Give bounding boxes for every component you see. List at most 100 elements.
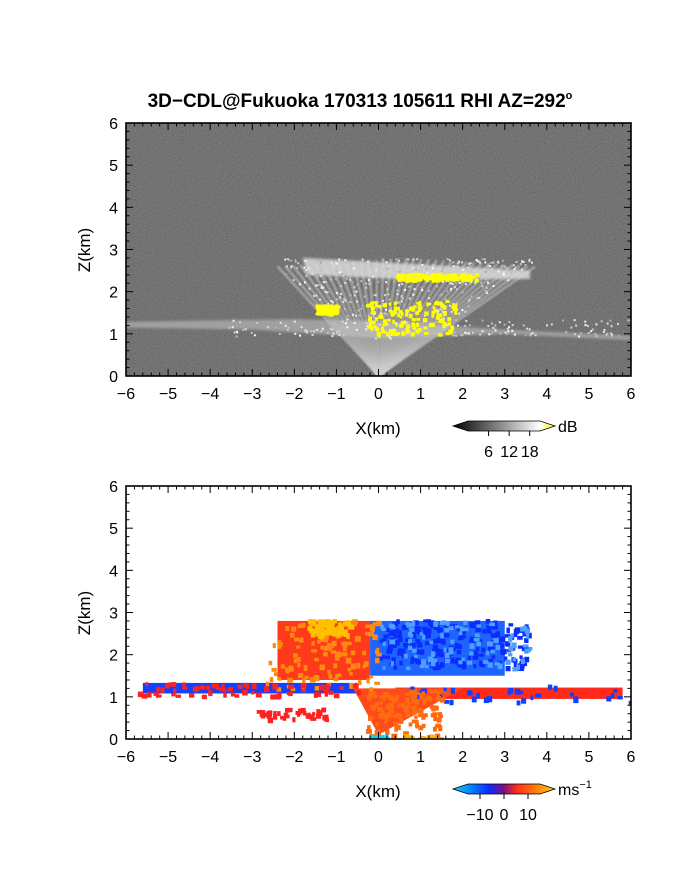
strong-echo-core: [323, 309, 326, 314]
velocity-colorbar-tick-label: 10: [519, 807, 537, 824]
velocity-pixel-weak-negative: [444, 658, 451, 664]
velocity-pixel-positive: [168, 682, 173, 687]
echo-speckle: [530, 261, 533, 264]
velocity-pixel-positive: [277, 711, 281, 716]
echo-speckle: [531, 331, 534, 334]
strong-echo-core: [415, 329, 420, 334]
echo-speckle: [385, 308, 388, 311]
echo-speckle: [609, 332, 612, 335]
reflectivity-y-tick-label: 0: [109, 369, 118, 386]
velocity-pixel-strong-positive: [309, 622, 314, 627]
strong-echo-core: [436, 314, 439, 319]
velocity-pixel-positive: [227, 687, 234, 692]
strong-echo-core: [406, 278, 411, 282]
velocity-pixel-negative: [520, 690, 524, 694]
strong-echo-core: [453, 308, 458, 312]
velocity-pixel-negative: [432, 638, 439, 644]
velocity-x-tick-label: −1: [327, 749, 345, 766]
strong-echo-core: [474, 278, 479, 283]
echo-speckle: [468, 324, 471, 327]
echo-speckle: [337, 321, 340, 324]
echo-speckle: [485, 291, 488, 294]
strong-echo-core: [388, 309, 393, 313]
velocity-pixel-negative: [424, 633, 428, 639]
echo-speckle: [331, 328, 334, 331]
velocity-pixel-positive: [428, 688, 434, 694]
echo-speckle: [335, 270, 338, 273]
strong-echo-core: [331, 306, 335, 311]
velocity-pixel-positive: [280, 715, 284, 720]
velocity-pixel-negative: [388, 630, 394, 635]
echo-speckle: [534, 334, 537, 337]
echo-speckle: [590, 330, 593, 333]
velocity-pixel-positive: [377, 707, 383, 712]
echo-speckle: [575, 324, 578, 327]
velocity-pixel-negative: [573, 697, 579, 702]
velocity-pixel-weak-negative: [476, 624, 482, 628]
velocity-pixel-negative: [396, 619, 400, 625]
velocity-pixel-positive: [434, 725, 438, 729]
echo-speckle: [468, 298, 471, 301]
strong-echo-core: [423, 277, 428, 281]
velocity-pixel-weak-negative: [528, 646, 533, 651]
velocity-pixel-weak-negative: [429, 640, 434, 645]
velocity-pixel-positive: [431, 707, 436, 712]
echo-speckle: [422, 329, 425, 332]
velocity-pixel-negative: [475, 626, 482, 633]
echo-speckle: [373, 316, 376, 319]
echo-speckle: [338, 333, 341, 336]
velocity-pixel-negative: [380, 655, 386, 659]
velocity-pixel-strong-positive: [278, 642, 283, 648]
velocity-pixel-positive: [418, 713, 424, 718]
strong-echo-core: [396, 332, 401, 336]
velocity-pixel-strong-positive: [366, 678, 370, 684]
strong-echo-core: [374, 326, 379, 331]
velocity-pixel-strong-positive: [345, 657, 352, 664]
velocity-pixel-positive: [310, 717, 317, 721]
velocity-pixel-weak-negative: [508, 637, 512, 643]
velocity-pixel-negative: [476, 692, 480, 699]
echo-speckle: [329, 272, 332, 275]
velocity-pixel-weak-negative: [469, 651, 474, 656]
strong-echo-core: [374, 317, 379, 321]
echo-speckle: [511, 329, 514, 332]
strong-echo-core: [393, 301, 397, 306]
echo-speckle: [369, 272, 372, 275]
velocity-pixel-weak-negative: [474, 633, 480, 638]
velocity-pixel-strong-positive: [303, 664, 308, 671]
velocity-pixel-negative: [478, 653, 485, 657]
velocity-pixel-strong-negative: [372, 735, 377, 739]
echo-speckle: [442, 310, 445, 313]
echo-speckle: [467, 266, 470, 269]
echo-speckle: [304, 259, 307, 262]
echo-speckle: [364, 322, 367, 325]
strong-echo-core: [332, 309, 337, 315]
velocity-pixel-negative: [436, 627, 441, 633]
velocity-pixel-negative: [513, 628, 520, 635]
echo-speckle: [487, 324, 490, 327]
velocity-pixel-negative: [524, 637, 529, 643]
velocity-pixel-negative: [428, 622, 433, 627]
velocity-colorbar-bar: [451, 783, 557, 795]
strong-echo-core: [399, 274, 404, 279]
velocity-pixel-positive: [393, 721, 399, 726]
reflectivity-x-tick-label: −2: [285, 386, 303, 403]
velocity-pixel-strong-positive: [280, 664, 285, 669]
velocity-pixel-strong-positive: [289, 632, 295, 638]
strong-echo-core: [405, 309, 410, 313]
velocity-pixel-strong-positive: [339, 625, 344, 629]
velocity-x-tick-label: −3: [243, 749, 261, 766]
velocity-pixel-positive: [171, 693, 176, 697]
echo-speckle: [298, 334, 301, 337]
echo-speckle: [284, 258, 287, 261]
echo-speckle: [421, 288, 424, 291]
strong-echo-core: [376, 331, 381, 336]
echo-speckle: [338, 258, 341, 261]
velocity-pixel-positive: [221, 684, 225, 689]
velocity-pixel-negative: [483, 697, 488, 701]
reflectivity-x-tick-label: −1: [327, 386, 345, 403]
echo-speckle: [448, 259, 451, 262]
velocity-pixel-negative: [462, 661, 466, 666]
echo-speckle: [396, 289, 399, 292]
strong-echo-core: [451, 273, 456, 277]
